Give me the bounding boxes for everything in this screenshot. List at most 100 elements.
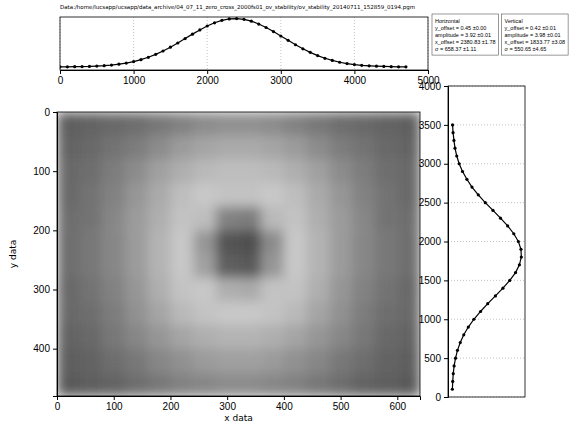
- data-point: [110, 63, 113, 66]
- heatmap-cell: [102, 301, 125, 325]
- heatmap-cell: [125, 112, 148, 136]
- tick-mark: [444, 164, 448, 165]
- data-point: [404, 65, 407, 68]
- heatmap-cell: [329, 278, 352, 302]
- data-point: [491, 209, 494, 212]
- heatmap-cell: [57, 112, 80, 136]
- heatmap-cell: [80, 159, 103, 183]
- heatmap-cell: [397, 278, 420, 302]
- heatmap-cell: [261, 325, 284, 349]
- tick-mark: [53, 349, 57, 350]
- data-point: [301, 47, 304, 50]
- tick-mark: [397, 396, 398, 400]
- tick-mark: [53, 171, 57, 172]
- heatmap-cell: [329, 136, 352, 160]
- data-point: [452, 139, 455, 142]
- heatmap-cell: [57, 325, 80, 349]
- data-point: [456, 349, 459, 352]
- heatmap-cell: [102, 112, 125, 136]
- tick: 400: [276, 396, 293, 412]
- heatmap-cell: [193, 207, 216, 231]
- heatmap-cell: [216, 112, 239, 136]
- heatmap-cell: [284, 183, 307, 207]
- tick-label: 2000: [197, 75, 220, 86]
- heatmap-cell: [307, 136, 330, 160]
- data-point: [360, 64, 363, 67]
- heatmap-cell: [193, 301, 216, 325]
- data-point: [472, 318, 475, 321]
- heatmap-cell: [307, 183, 330, 207]
- heatmap-cell: [216, 230, 239, 254]
- data-point: [494, 294, 497, 297]
- tick-label: 500: [333, 401, 350, 412]
- data-point: [518, 263, 521, 266]
- heatmap-cell: [80, 207, 103, 231]
- heatmap-cell: [170, 136, 193, 160]
- data-point: [242, 18, 245, 21]
- data-point: [382, 65, 385, 68]
- data-point: [479, 310, 482, 313]
- heatmap-cell: [125, 278, 148, 302]
- tick-mark: [207, 70, 208, 74]
- grid-line: [448, 358, 525, 359]
- heatmap-cell: [307, 349, 330, 373]
- heatmap-cell: [148, 325, 171, 349]
- tick-mark: [354, 70, 355, 74]
- grid-line: [354, 17, 355, 70]
- heatmap-cell: [125, 230, 148, 254]
- data-point: [397, 65, 400, 68]
- data-point: [294, 43, 297, 46]
- data-point: [228, 17, 231, 20]
- heatmap-cell: [125, 183, 148, 207]
- heatmap-cell: [261, 136, 284, 160]
- heatmap-cell: [80, 325, 103, 349]
- heatmap-cell: [170, 230, 193, 254]
- data-point: [514, 271, 517, 274]
- tick: 3500: [419, 120, 448, 131]
- grid: [60, 17, 428, 70]
- heatmap-cell: [329, 325, 352, 349]
- heatmap-cell: [284, 278, 307, 302]
- fit-box-line: amplitude = 3.92 ±0.01: [435, 32, 491, 38]
- heatmap-cell: [125, 349, 148, 373]
- tick-label: 1000: [419, 314, 442, 325]
- heatmap-cell: [125, 159, 148, 183]
- heatmap-cell: [239, 301, 262, 325]
- data-point: [459, 341, 462, 344]
- data-point: [477, 193, 480, 196]
- tick-mark: [53, 290, 57, 291]
- tick-mark: [444, 242, 448, 243]
- heatmap-cell: [329, 207, 352, 231]
- heatmap-cell: [193, 159, 216, 183]
- data-point: [452, 372, 455, 375]
- tick-label: 1000: [123, 75, 146, 86]
- tick-label: 500: [424, 353, 441, 364]
- data-point: [462, 333, 465, 336]
- heatmap-cell: [125, 372, 148, 396]
- tick-label: 400: [276, 401, 293, 412]
- heatmap-cell: [261, 254, 284, 278]
- data-point: [272, 30, 275, 33]
- tick-label: 1500: [419, 275, 442, 286]
- heatmap-cell: [80, 112, 103, 136]
- data-point: [73, 65, 76, 68]
- heatmap-cell: [216, 159, 239, 183]
- heatmap-cell: [80, 372, 103, 396]
- data-point: [80, 65, 83, 68]
- heatmap-cell: [170, 183, 193, 207]
- data-point: [235, 17, 238, 20]
- fit-box-frame: [432, 14, 499, 55]
- data-point: [66, 65, 69, 68]
- heatmap-cell: [193, 230, 216, 254]
- heatmap-cell: [307, 112, 330, 136]
- heatmap-cell: [261, 278, 284, 302]
- tick-mark: [341, 396, 342, 400]
- tick: 2000: [197, 70, 220, 86]
- heatmap-cell: [102, 183, 125, 207]
- data-point: [220, 19, 223, 22]
- data-point: [486, 302, 489, 305]
- tick: 200: [163, 396, 180, 412]
- heatmap-cell: [239, 278, 262, 302]
- tick: 100: [106, 396, 123, 412]
- heatmap-cell: [80, 136, 103, 160]
